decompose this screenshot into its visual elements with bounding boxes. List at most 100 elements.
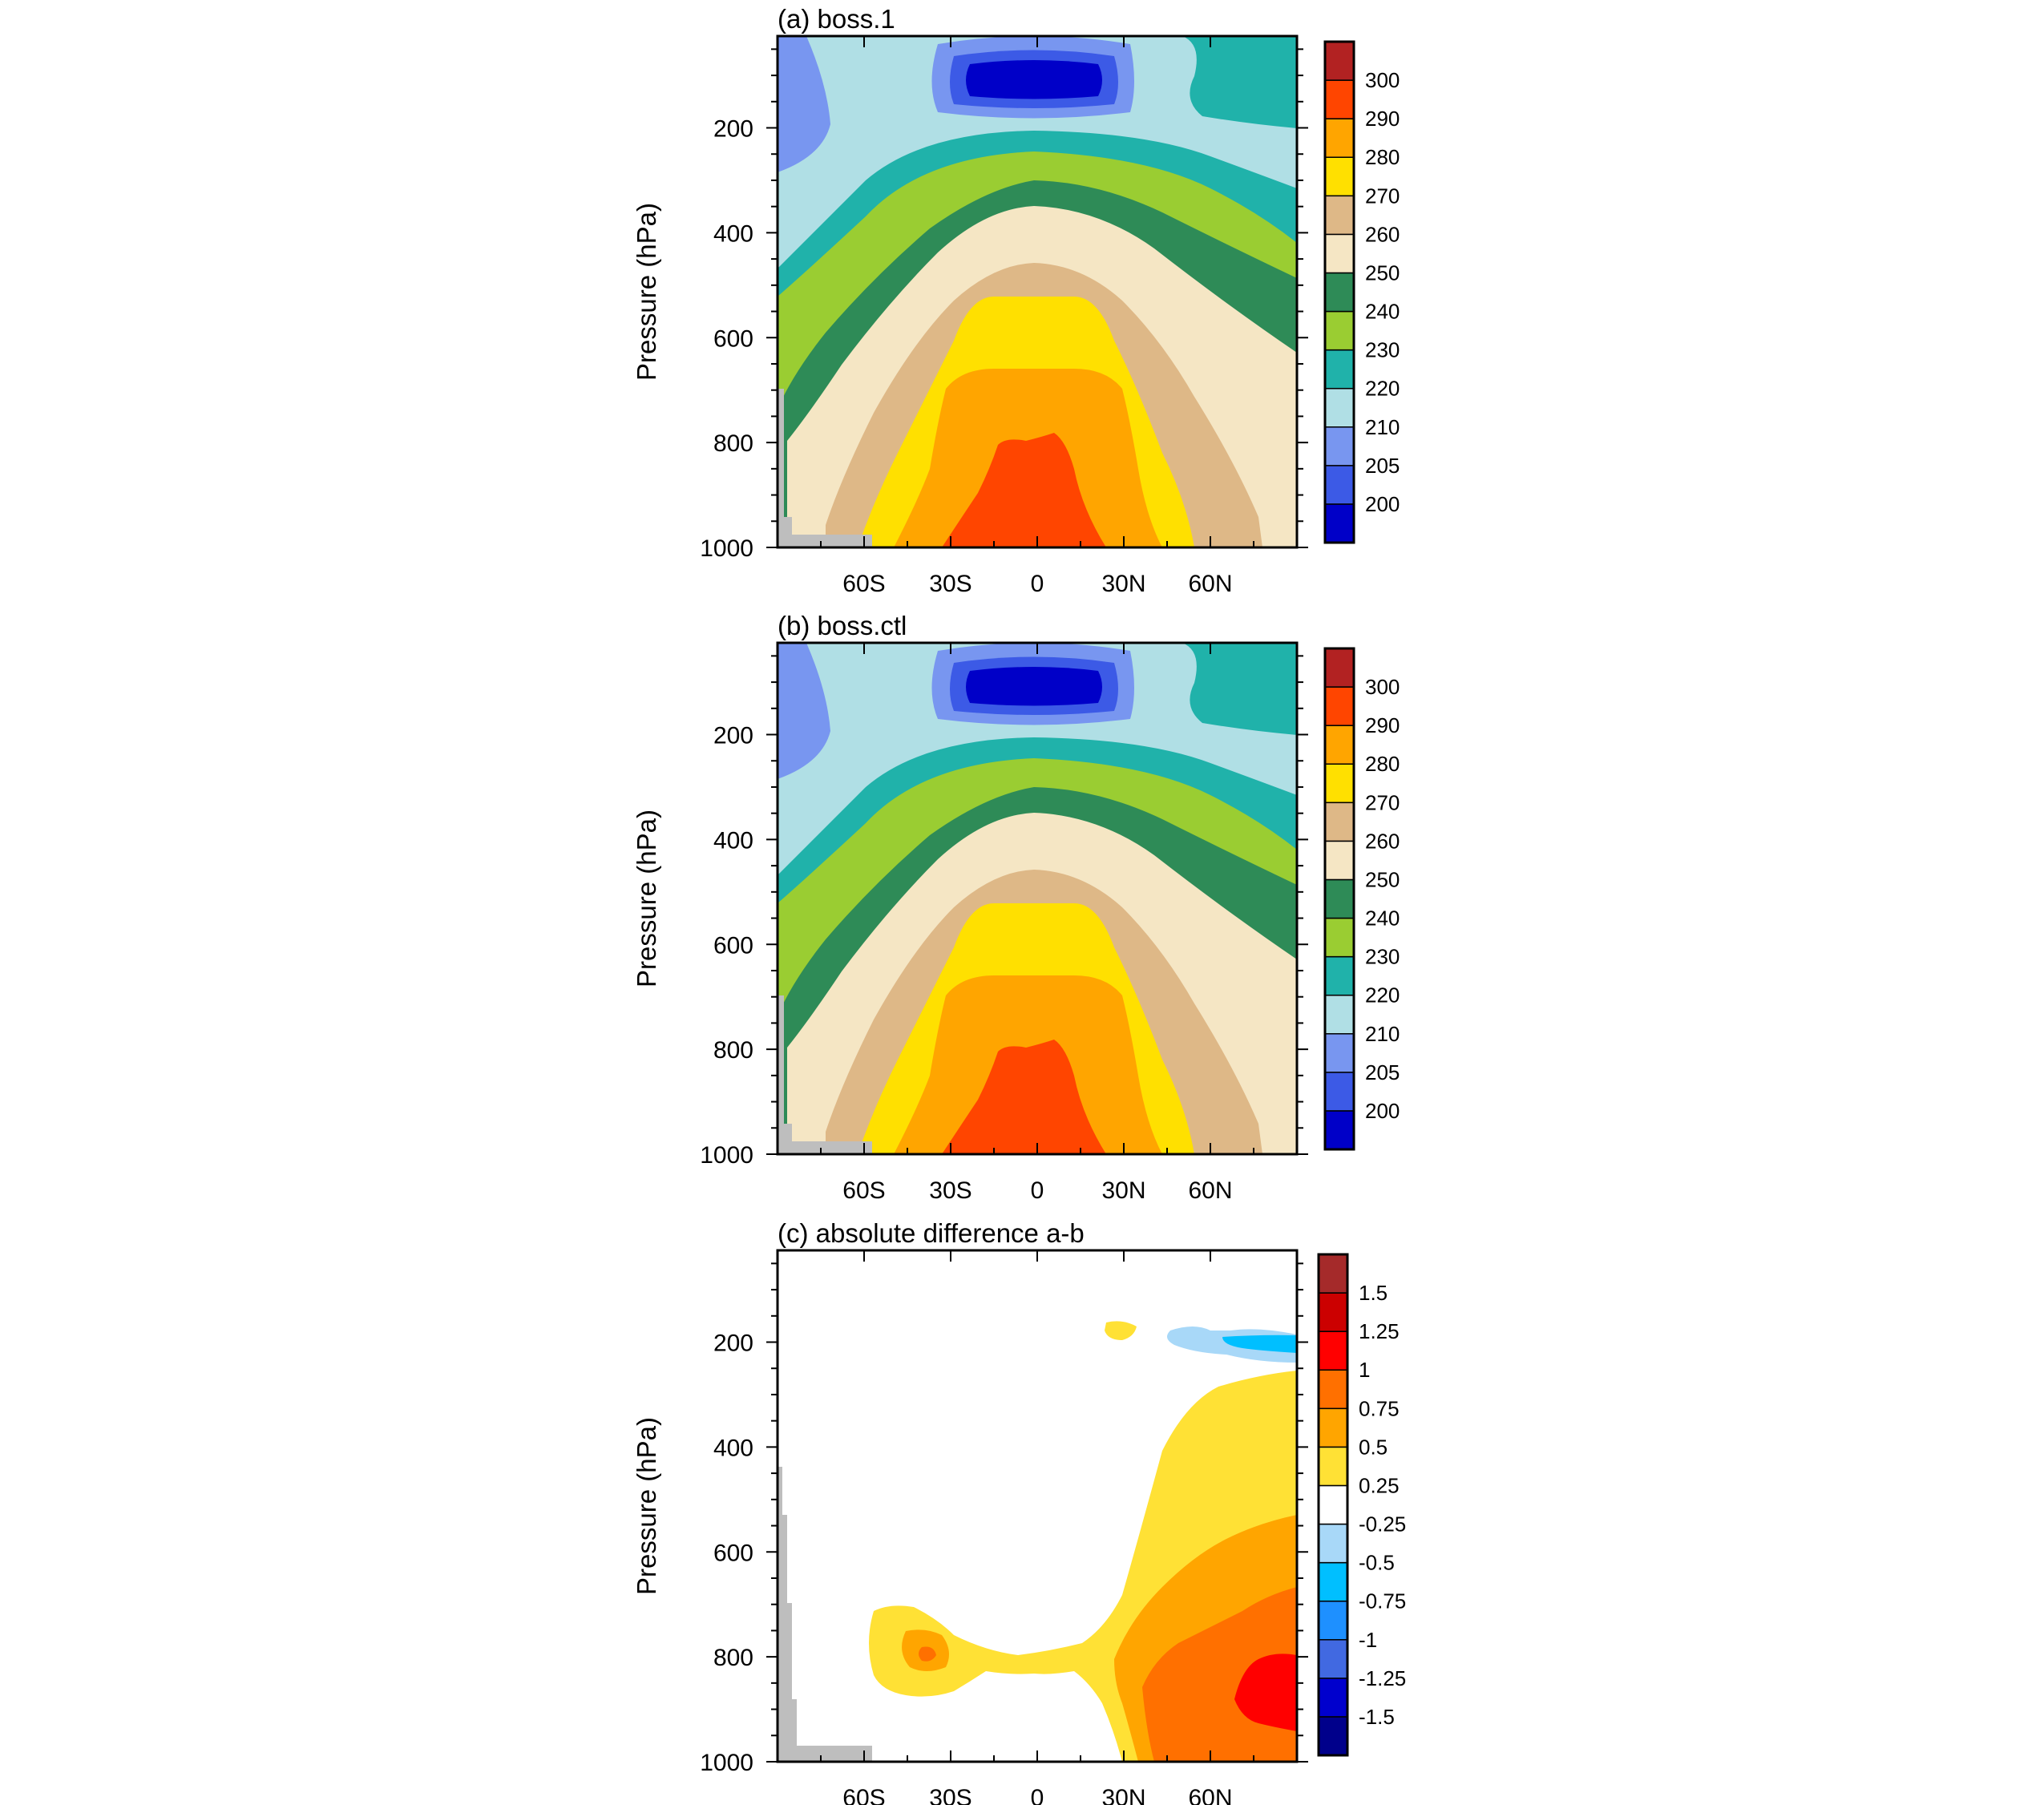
colorbar-swatch: [1324, 349, 1355, 390]
panel-a-contour-field: [778, 36, 1297, 547]
x-tick-label: 60N: [1188, 1785, 1232, 1805]
x-tick-label: 60S: [842, 1177, 885, 1204]
y-tick-label: 600: [713, 932, 753, 959]
colorbar-frame: [1323, 647, 1355, 1151]
colorbar-label: 260: [1365, 829, 1400, 853]
colorbar-swatch: [1324, 1110, 1355, 1150]
colorbar-swatch: [1324, 310, 1355, 351]
colorbar-label: 200: [1365, 492, 1400, 516]
panel-a-y-axis-label: Pressure (hPa): [632, 203, 661, 381]
colorbar-swatch: [1318, 1484, 1348, 1525]
colorbar-swatch: [1324, 1033, 1355, 1073]
y-tick-label: 200: [713, 116, 753, 143]
colorbar-label: 280: [1365, 145, 1400, 169]
colorbar-label: -0.75: [1359, 1589, 1406, 1613]
panel-c-y-axis-label: Pressure (hPa): [632, 1417, 661, 1595]
colorbar-swatch: [1324, 648, 1355, 688]
y-tick-label: 200: [713, 1331, 753, 1357]
colorbar-label: 210: [1365, 1022, 1400, 1046]
panel-b-title: (b) boss.ctl: [778, 611, 907, 640]
colorbar-swatch: [1324, 955, 1355, 996]
colorbar-swatch: [1324, 195, 1355, 236]
colorbar-label: 205: [1365, 454, 1400, 478]
colorbar-swatch: [1324, 387, 1355, 428]
y-tick-label: 800: [713, 1037, 753, 1064]
colorbar-swatch: [1318, 1716, 1348, 1756]
colorbar-swatch: [1324, 79, 1355, 119]
x-tick-label: 30N: [1101, 1785, 1145, 1805]
panel-b-colorbar: 200 205 210 220 230 240 250 260 270 280 290 300: [1323, 647, 1400, 1151]
x-tick-label: 0: [1031, 1177, 1044, 1204]
colorbar-swatch: [1324, 41, 1355, 81]
colorbar-label: 230: [1365, 945, 1400, 969]
colorbar-swatch: [1324, 503, 1355, 543]
colorbar-swatch: [1324, 686, 1355, 726]
x-tick-label: 30N: [1101, 1177, 1145, 1204]
colorbar-swatch: [1318, 1292, 1348, 1332]
x-tick-label: 60N: [1188, 571, 1232, 597]
colorbar-label: 290: [1365, 107, 1400, 131]
panel-c: (c) absolute difference a-b 60S 30S 0 30N 60…: [632, 1218, 1406, 1805]
colorbar-label: 205: [1365, 1060, 1400, 1084]
x-tick-label: 60S: [842, 1785, 885, 1805]
colorbar-swatch: [1324, 725, 1355, 765]
x-tick-label: 30S: [929, 1785, 972, 1805]
colorbar-label: 230: [1365, 338, 1400, 362]
colorbar-swatch: [1324, 878, 1355, 919]
colorbar-label: 270: [1365, 790, 1400, 814]
colorbar-label: 290: [1365, 713, 1400, 737]
colorbar-label: 220: [1365, 377, 1400, 401]
colorbar-label: 280: [1365, 752, 1400, 776]
colorbar-swatch: [1318, 1446, 1348, 1487]
colorbar-label: 260: [1365, 222, 1400, 246]
colorbar-label: 220: [1365, 983, 1400, 1007]
colorbar-frame: [1323, 40, 1355, 544]
y-tick-label: 800: [713, 430, 753, 457]
colorbar-label: 0.25: [1359, 1473, 1400, 1497]
colorbar-label: 240: [1365, 907, 1400, 931]
colorbar-label: 270: [1365, 184, 1400, 208]
colorbar-swatch: [1318, 1600, 1348, 1641]
y-tick-label: 1000: [700, 1750, 753, 1776]
colorbar-label: 0.5: [1359, 1435, 1388, 1459]
y-tick-label: 1000: [700, 535, 753, 562]
colorbar-swatch: [1324, 118, 1355, 158]
colorbar-swatch: [1324, 465, 1355, 505]
x-tick-label: 0: [1031, 1785, 1044, 1805]
colorbar-label: -1.5: [1359, 1705, 1395, 1729]
colorbar-label: -0.25: [1359, 1512, 1406, 1536]
colorbar-label: 300: [1365, 68, 1400, 92]
colorbar-swatch: [1324, 1072, 1355, 1112]
y-tick-label: 600: [713, 1540, 753, 1566]
panel-b: (b) boss.ctl 60S 30S 0 30N 60N 200 400: [632, 611, 1400, 1204]
x-tick-label: 60N: [1188, 1177, 1232, 1204]
panel-a-colorbar: 200 205 210 220 230 240 250 260 270 280 290 300: [1323, 40, 1400, 544]
colorbar-label: 1.25: [1359, 1319, 1400, 1343]
panel-a-ticks: 60S 30S 0 30N 60N 200 400 600 800 1000: [700, 36, 1308, 597]
colorbar-label: 1.5: [1359, 1281, 1388, 1305]
colorbar-swatch: [1324, 802, 1355, 842]
colorbar-swatch: [1324, 994, 1355, 1035]
y-tick-label: 200: [713, 723, 753, 749]
y-tick-label: 800: [713, 1645, 753, 1671]
colorbar-label: 210: [1365, 415, 1400, 439]
colorbar-label: -0.5: [1359, 1551, 1395, 1575]
colorbar-label: 300: [1365, 675, 1400, 699]
colorbar-swatch: [1318, 1369, 1348, 1410]
panel-c-ticks: 60S 30S 0 30N 60N 200 400 600 800 1000: [700, 1250, 1308, 1805]
colorbar-label: 250: [1365, 867, 1400, 891]
colorbar-swatch: [1318, 1561, 1348, 1602]
colorbar-label: 250: [1365, 260, 1400, 285]
y-tick-label: 400: [713, 220, 753, 247]
colorbar-swatch: [1324, 840, 1355, 881]
panel-c-title: (c) absolute difference a-b: [778, 1218, 1085, 1248]
colorbar-swatch: [1324, 426, 1355, 466]
colorbar-label: 0.75: [1359, 1396, 1400, 1420]
panel-c-colorbar: -1.5 -1.25 -1 -0.75 -0.5 -0.25 0.25 0.5 0.75 1 1.2…: [1317, 1253, 1406, 1757]
colorbar-label: 240: [1365, 300, 1400, 324]
colorbar-swatch: [1324, 917, 1355, 958]
y-tick-label: 400: [713, 1435, 753, 1461]
x-tick-label: 60S: [842, 571, 885, 597]
